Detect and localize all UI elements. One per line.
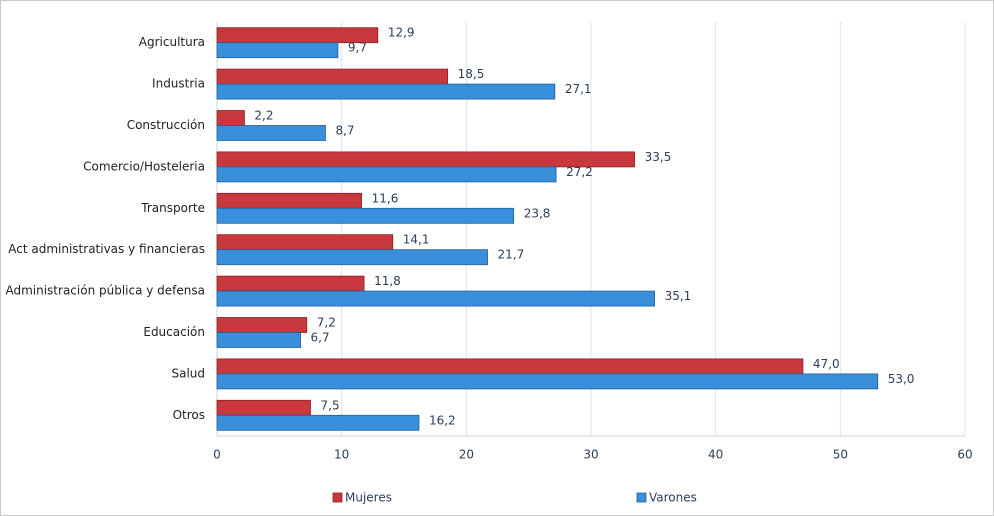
legend-label: Mujeres	[345, 491, 392, 505]
value-label: 21,7	[498, 248, 525, 262]
value-label: 6,7	[311, 331, 330, 345]
value-label: 14,1	[403, 233, 430, 247]
value-label: 18,5	[458, 67, 485, 81]
x-tick-label: 60	[957, 448, 972, 462]
value-label: 11,6	[372, 191, 399, 205]
legend-swatch	[636, 492, 647, 503]
value-label: 35,1	[665, 289, 692, 303]
y-tick-label: Agricultura	[139, 35, 205, 49]
bar	[216, 83, 556, 100]
x-tick-label: 10	[334, 448, 349, 462]
value-label: 27,2	[566, 165, 593, 179]
x-tick-label: 20	[459, 448, 474, 462]
value-label: 16,2	[429, 413, 456, 427]
bar	[216, 414, 420, 431]
bar	[216, 234, 394, 251]
y-tick-label: Construcción	[127, 118, 205, 132]
bar	[216, 290, 655, 307]
x-tick-label: 50	[833, 448, 848, 462]
bar	[216, 207, 515, 224]
bar	[216, 275, 365, 292]
value-label: 9,7	[348, 41, 367, 55]
bar	[216, 166, 557, 183]
value-label: 12,9	[388, 26, 415, 40]
bar	[216, 332, 301, 348]
bar	[216, 42, 339, 59]
value-label: 11,8	[374, 274, 401, 288]
bar	[216, 317, 308, 333]
y-tick-label: Comercio/Hosteleria	[83, 159, 205, 173]
value-label: 33,5	[645, 150, 672, 164]
y-tick-label: Transporte	[140, 201, 205, 215]
value-label: 23,8	[524, 206, 551, 220]
bar	[216, 125, 326, 141]
value-label: 27,1	[565, 82, 592, 96]
value-label: 8,7	[335, 124, 354, 138]
y-tick-label: Salud	[171, 366, 205, 380]
y-tick-label: Act administrativas y financieras	[8, 242, 205, 256]
value-label: 53,0	[888, 372, 915, 386]
y-tick-label: Otros	[173, 408, 205, 422]
y-tick-label: Industria	[152, 77, 205, 91]
bar	[216, 358, 804, 375]
x-tick-label: 40	[708, 448, 723, 462]
bar	[216, 373, 879, 390]
bar	[216, 249, 488, 266]
legend-label: Varones	[649, 491, 697, 505]
legend-swatch	[332, 492, 343, 503]
x-tick-label: 0	[213, 448, 221, 462]
y-tick-label: Administración pública y defensa	[5, 284, 205, 298]
value-label: 2,2	[254, 109, 273, 123]
bar	[216, 68, 449, 85]
bar	[216, 399, 311, 416]
value-label: 7,2	[317, 316, 336, 330]
x-tick-label: 30	[583, 448, 598, 462]
y-tick-label: Educación	[143, 325, 205, 339]
value-label: 47,0	[813, 357, 840, 371]
value-label: 7,5	[321, 398, 340, 412]
bar	[216, 192, 363, 209]
bar	[216, 110, 245, 126]
